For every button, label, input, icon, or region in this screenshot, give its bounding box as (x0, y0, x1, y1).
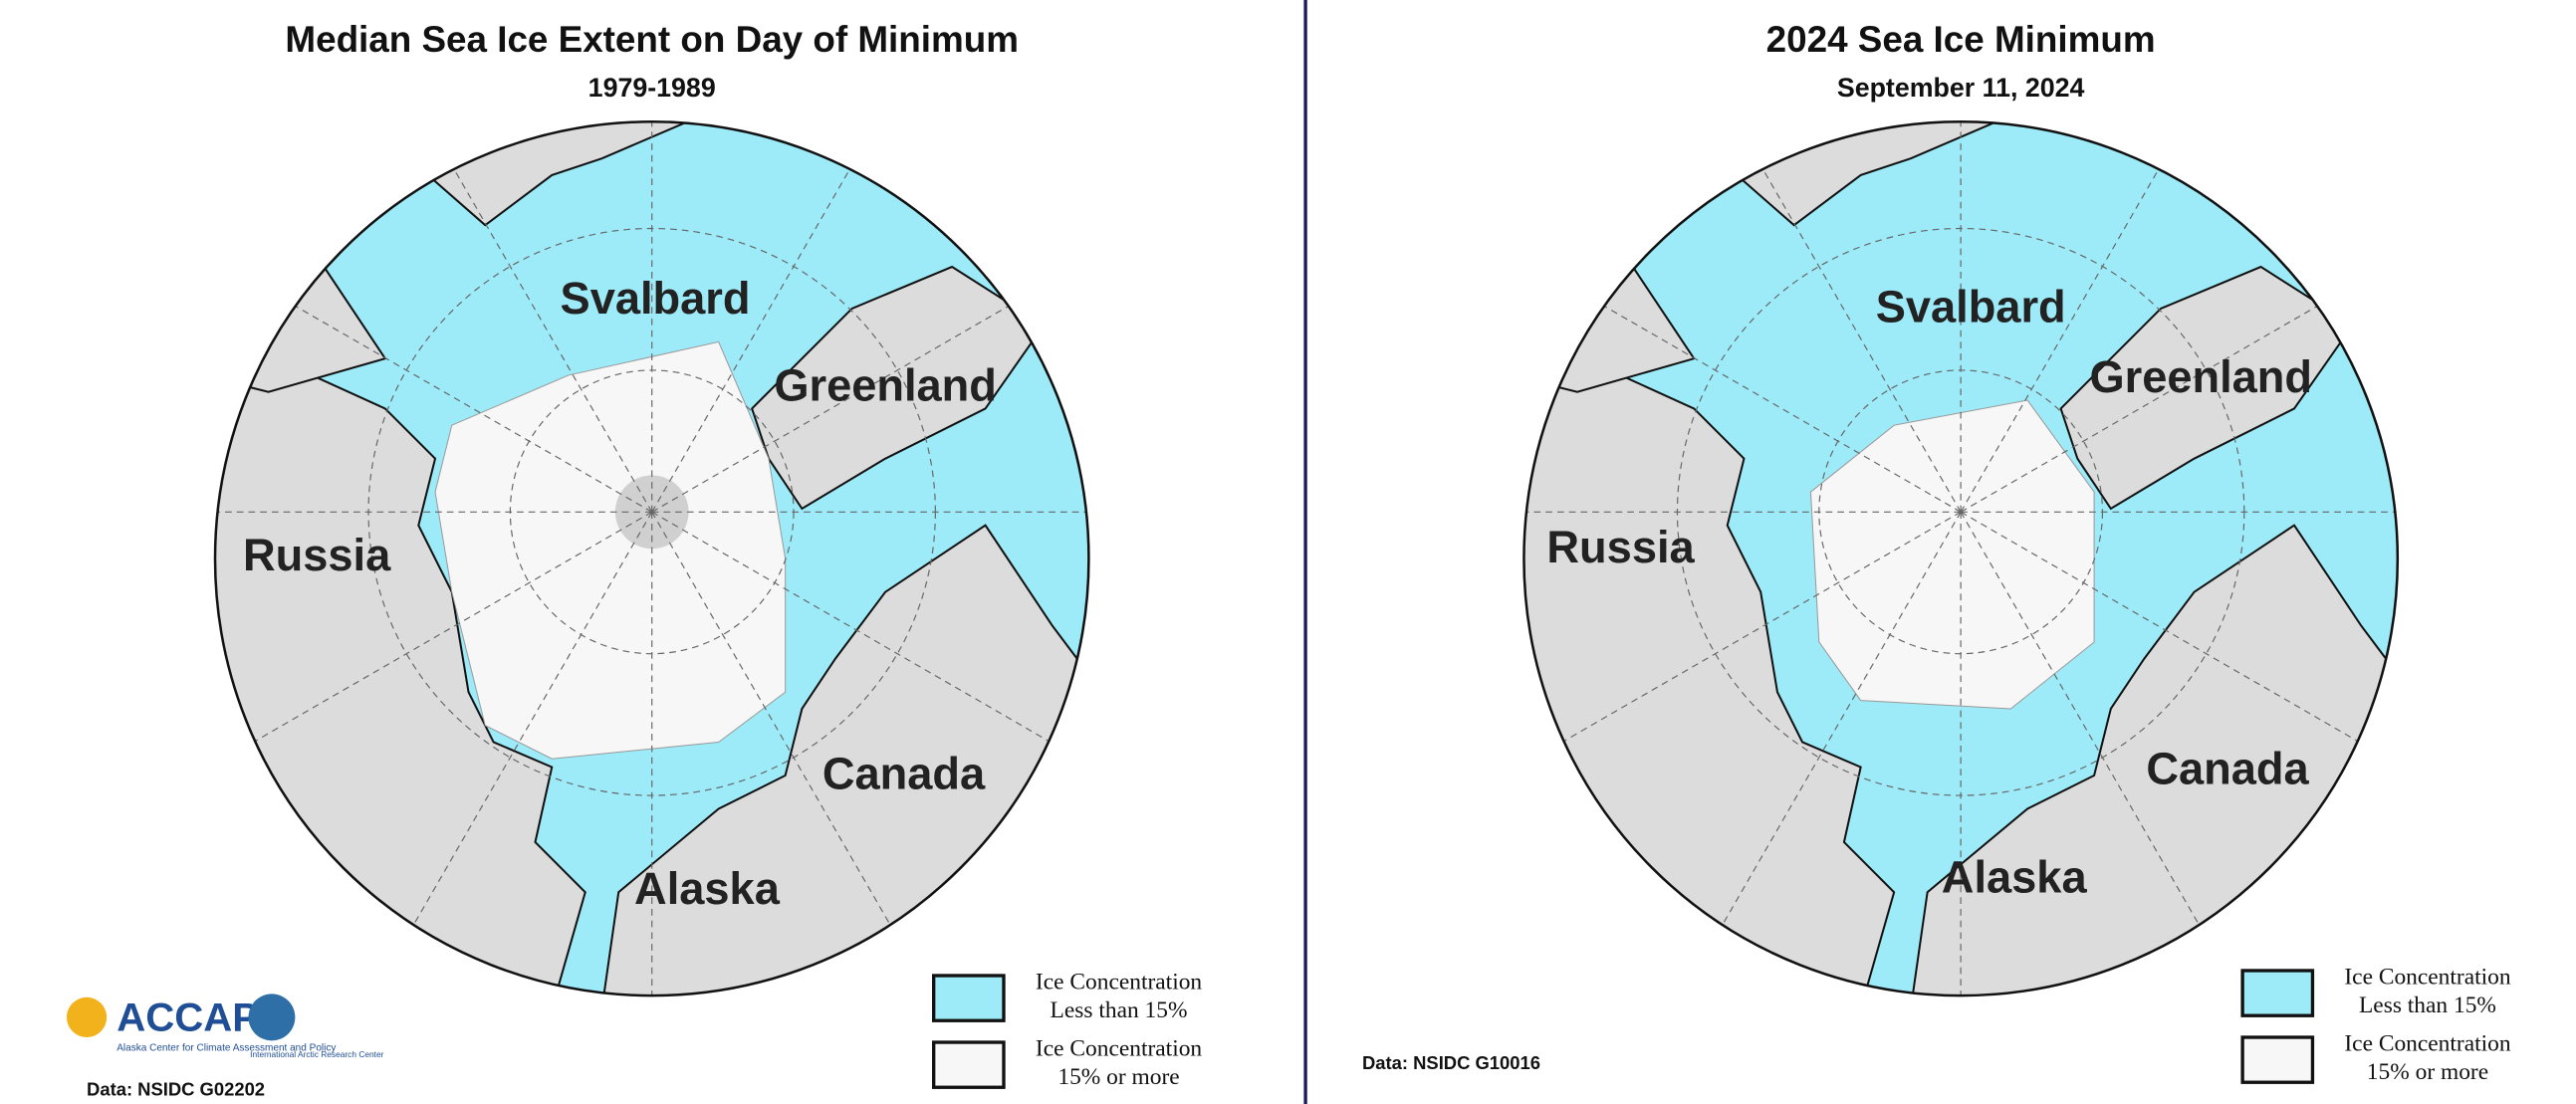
legend-swatch (932, 1040, 1006, 1089)
graticule (401, 121, 653, 513)
graticule (1526, 511, 1962, 764)
region-label: Svalbard (561, 273, 751, 324)
region-label: Russia (1546, 522, 1695, 572)
graticule (1526, 261, 1962, 513)
graticule (1818, 369, 2104, 655)
graticule (1676, 227, 2245, 796)
legend-swatch (932, 974, 1006, 1022)
region-label: Alaska (1942, 851, 2088, 902)
graticule (367, 227, 936, 796)
legend-text: Less than 15% (2359, 993, 2496, 1018)
data-source: Data: NSIDC G10016 (1362, 1052, 1540, 1073)
map-subtitle: September 11, 2024 (1837, 73, 2085, 103)
graticule (1960, 512, 2212, 946)
map-disk (215, 121, 1089, 996)
logo-partner: International Arctic Research Center (250, 1049, 383, 1059)
logo: ACCAP Alaska Center for Climate Assessme… (66, 994, 384, 1059)
region-label: Greenland (2089, 351, 2312, 402)
region-label: Russia (243, 530, 391, 580)
graticule (218, 261, 652, 513)
legend-text: Ice Concentration (2344, 964, 2510, 990)
map-subtitle: 1979-1989 (588, 73, 716, 103)
legend-text: 15% or more (2367, 1059, 2488, 1085)
logo-name: ACCAP (117, 994, 259, 1039)
map-title: Median Sea Ice Extent on Day of Minimum (285, 19, 1019, 60)
legend-text: 15% or more (1057, 1064, 1179, 1090)
legend-swatch (2240, 1035, 2315, 1084)
legend-text: Ice Concentration (1036, 969, 1202, 994)
logo-tagline: Alaska Center for Climate Assessment and… (117, 1042, 336, 1053)
region-label: Canada (2146, 744, 2309, 794)
data-source: Data: NSIDC G02202 (87, 1079, 265, 1100)
map-title: 2024 Sea Ice Minimum (1766, 19, 2156, 60)
graticule (1960, 511, 2395, 764)
graticule (401, 512, 653, 946)
map-border (1522, 120, 2400, 997)
graticule (509, 369, 795, 655)
graticule (651, 512, 903, 946)
land (751, 265, 1046, 511)
graticule (651, 261, 1086, 513)
sea-ice (1809, 399, 2095, 710)
graticule (218, 511, 652, 764)
map (213, 120, 1090, 997)
sea-ice (434, 340, 787, 760)
legend-text: Ice Concentration (1036, 1035, 1202, 1061)
graticule (651, 511, 1086, 764)
graticule (651, 121, 903, 513)
legend-text: Ice Concentration (2344, 1030, 2510, 1056)
graticule (1710, 512, 1962, 946)
legend-text: Less than 15% (1051, 997, 1188, 1023)
graticule (1710, 121, 1962, 513)
land (2059, 265, 2355, 511)
region-label: Canada (822, 749, 986, 799)
graticule (1960, 121, 2212, 513)
map-border (213, 120, 1090, 997)
graticule (1960, 261, 2395, 513)
region-label: Alaska (634, 863, 781, 914)
legend-swatch (2240, 969, 2315, 1017)
region-label: Greenland (774, 359, 997, 410)
region-label: Svalbard (1876, 282, 2066, 332)
